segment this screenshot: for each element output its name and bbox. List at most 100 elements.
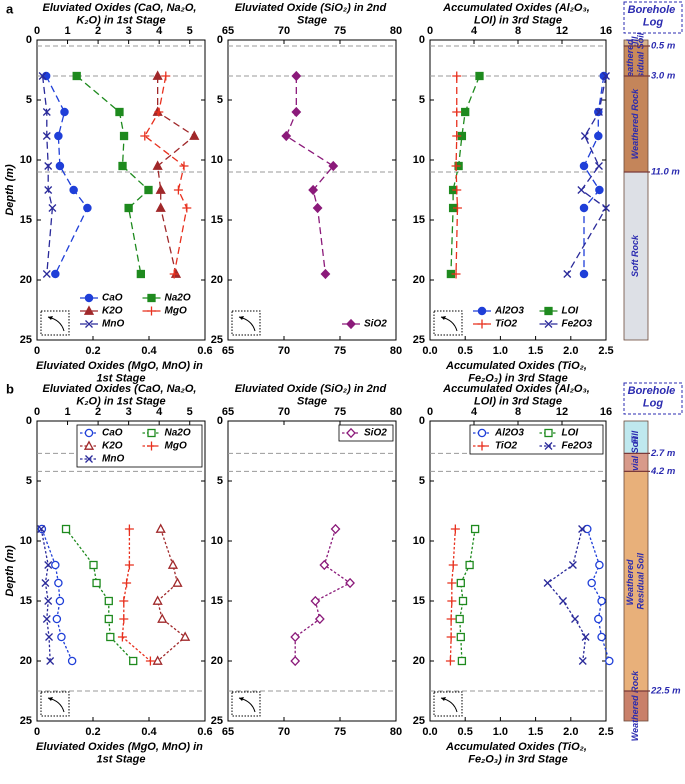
top-axis-title: Eluviated Oxide (SiO₂) in 2nd Stage xyxy=(235,2,390,27)
marker xyxy=(312,202,323,214)
legend-marker xyxy=(477,306,487,316)
orientation-arrowhead xyxy=(48,316,53,320)
x2-tick-label: 75 xyxy=(334,25,346,37)
x2-tick-label: 65 xyxy=(222,25,234,37)
plot-frame xyxy=(227,420,397,722)
marker xyxy=(42,615,51,623)
legend-marker xyxy=(147,293,156,303)
marker xyxy=(583,524,592,534)
legend-marker xyxy=(85,320,93,328)
x2-tick-label: 0 xyxy=(427,25,433,37)
legend-label: Al2O3 xyxy=(494,306,524,317)
marker xyxy=(456,632,465,642)
x-tick-label: 1.0 xyxy=(493,726,508,738)
marker xyxy=(157,613,168,623)
y-tick-label: 10 xyxy=(211,154,223,166)
x2-tick-label: 12 xyxy=(556,25,568,37)
legend-marker xyxy=(544,320,553,328)
x-tick-label: 0.2 xyxy=(85,726,100,738)
marker xyxy=(461,107,470,117)
marker xyxy=(51,269,60,279)
marker xyxy=(44,561,53,569)
marker xyxy=(52,614,62,624)
legend-label: TiO2 xyxy=(495,319,517,330)
legend-marker xyxy=(84,428,94,438)
marker xyxy=(61,524,71,534)
legend-label: K2O xyxy=(102,306,123,317)
marker xyxy=(447,596,457,606)
marker xyxy=(595,560,604,570)
legend-label: TiO2 xyxy=(495,441,517,452)
marker xyxy=(189,130,200,140)
top-axis-title: Eluviated Oxides (CaO, Na₂O, K₂O) in 1st… xyxy=(42,2,199,27)
y-tick-label: 25 xyxy=(211,715,223,727)
bottom-axis-title: Accumulated Oxides (TiO₂, Fe₂O₃) in 3rd … xyxy=(445,360,590,385)
x2-tick-label: 0 xyxy=(34,25,40,37)
marker xyxy=(291,106,302,118)
orientation-inset xyxy=(40,310,70,336)
marker xyxy=(605,656,614,666)
orientation-inset xyxy=(40,691,70,717)
marker xyxy=(92,578,101,588)
orientation-arrowhead xyxy=(48,697,53,701)
marker xyxy=(140,131,150,141)
marker xyxy=(55,596,65,606)
x2-tick-label: 80 xyxy=(390,25,402,37)
marker xyxy=(580,132,589,140)
legend-label: LOI xyxy=(562,306,579,317)
log-layer-label: Alluvial Soil xyxy=(630,436,640,489)
y-tick-label: 25 xyxy=(413,334,425,346)
x2-tick-label: 5 xyxy=(187,406,193,418)
x-tick-label: 75 xyxy=(334,726,346,738)
legend-marker xyxy=(346,318,356,330)
marker xyxy=(579,161,589,171)
marker xyxy=(104,614,113,624)
x-tick-label: 70 xyxy=(278,726,290,738)
marker xyxy=(42,108,51,116)
x-tick-label: 0 xyxy=(34,345,40,357)
marker xyxy=(559,597,568,605)
marker xyxy=(445,656,455,666)
marker xyxy=(319,559,330,571)
log-layer xyxy=(623,45,649,77)
log-title: Borehole Log xyxy=(628,4,679,29)
x2-tick-label: 3 xyxy=(126,406,132,418)
y-tick-label: 10 xyxy=(20,154,32,166)
marker xyxy=(314,613,325,625)
marker xyxy=(51,560,60,570)
marker xyxy=(475,71,484,81)
marker xyxy=(579,203,589,213)
marker xyxy=(69,185,78,195)
marker xyxy=(448,560,458,570)
marker xyxy=(568,561,577,569)
marker xyxy=(124,524,134,534)
x-tick-label: 0.0 xyxy=(422,345,437,357)
marker xyxy=(44,186,53,194)
x2-tick-label: 2 xyxy=(95,406,101,418)
legend-box xyxy=(469,424,604,455)
top-axis-title: Eluviated Oxides (CaO, Na₂O, K₂O) in 1st… xyxy=(42,383,199,408)
marker xyxy=(594,614,603,624)
y-tick-label: 5 xyxy=(419,475,425,487)
legend-marker xyxy=(477,319,487,329)
marker xyxy=(169,269,179,279)
x-tick-label: 0.0 xyxy=(422,726,437,738)
y-tick-label: 25 xyxy=(413,715,425,727)
x2-tick-label: 75 xyxy=(334,406,346,418)
x-tick-label: 2.5 xyxy=(598,345,613,357)
legend-box xyxy=(76,424,203,468)
marker xyxy=(124,203,133,213)
marker xyxy=(117,632,127,642)
marker xyxy=(320,268,331,280)
log-layer-label: Fill xyxy=(630,430,640,443)
y-tick-label: 15 xyxy=(413,214,425,226)
legend-label: Na2O xyxy=(165,293,191,304)
x2-tick-label: 1 xyxy=(64,406,70,418)
x-tick-label: 0.4 xyxy=(141,726,157,738)
marker xyxy=(455,614,464,624)
marker xyxy=(37,525,46,533)
marker xyxy=(452,185,462,195)
legend-label: MgO xyxy=(165,441,187,452)
legend-marker xyxy=(147,428,156,438)
top-axis-title: Accumulated Oxides (Al₂O₃, LOI) in 3rd S… xyxy=(442,2,593,27)
